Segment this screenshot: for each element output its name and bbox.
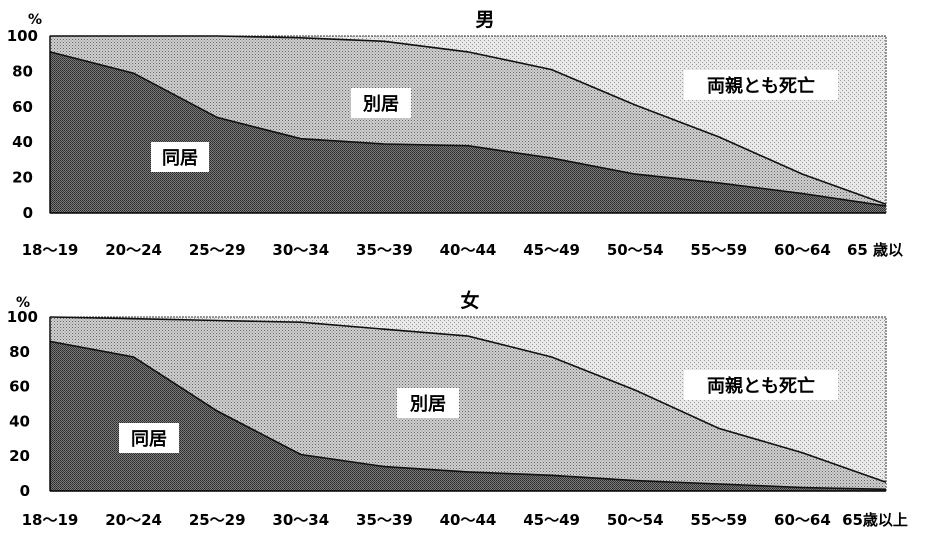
y-tick-label: 60 [9,378,30,396]
region-label-text: 両親とも死亡 [707,75,815,97]
area-cohabiting [50,341,886,491]
y-unit-label: % [28,12,42,28]
x-tick-label: 55〜59 [690,511,747,529]
x-tick-labels: 18〜19 20〜24 25〜29 30〜34 35〜39 40〜44 45〜4… [22,511,908,529]
x-tick-label: 20〜24 [105,511,162,529]
region-label-separate: 別居 [351,88,411,118]
region-label-text: 同居 [162,148,198,169]
x-tick-label: 35〜39 [356,511,413,529]
x-tick-label: 35〜39 [356,241,413,259]
area-cohabiting [50,51,886,214]
region-label-text: 別居 [363,94,399,115]
region-label-text: 別居 [410,394,446,415]
label-box [119,423,179,453]
y-unit-label: % [16,295,30,311]
line-separate [50,35,887,205]
x-tick-label: 40〜44 [440,511,497,529]
y-tick-label: 0 [20,482,30,500]
region-label-cohabiting: 同居 [119,423,179,453]
region-label-text: 両親とも死亡 [707,375,815,397]
x-tick-label: 18〜19 [22,511,79,529]
region-label-text: 同居 [131,429,167,450]
line-cohabiting [49,340,887,491]
x-tick-label: 50〜54 [607,511,664,529]
y-tick-label: 100 [7,308,38,326]
region-label-both-deceased: 両親とも死亡 [684,370,838,400]
x-tick-label: 55〜59 [690,241,747,259]
region-label-both-deceased: 両親とも死亡 [684,70,838,100]
y-tick-label: 80 [12,62,33,80]
x-tick-label: 45〜49 [523,511,580,529]
chart-title: 女 [460,289,479,312]
label-box [684,370,838,400]
y-tick-label: 20 [12,169,33,187]
y-tick-label: 40 [12,133,33,151]
y-tick-label: 40 [9,412,30,430]
x-tick-labels: 18〜19 20〜24 25〜29 30〜34 35〜39 40〜44 45〜4… [22,241,903,259]
y-tick-labels: 0 20 40 60 80 100 [7,308,38,500]
x-tick-label: 40〜44 [440,241,497,259]
chart-panel-male: % 男 0 20 40 60 80 100 18〜19 20〜24 25〜29 … [7,9,903,259]
y-tick-label: 0 [23,204,33,222]
x-tick-label: 30〜34 [272,241,329,259]
chart-title: 男 [475,9,494,31]
region-label-cohabiting: 同居 [151,142,209,172]
line-separate [49,316,887,484]
x-tick-label: 30〜34 [272,511,329,529]
x-tick-label: 45〜49 [523,241,580,259]
x-tick-label: 60〜64 [774,241,831,259]
label-box [151,142,209,172]
label-box [351,88,411,118]
y-tick-label: 100 [7,27,38,45]
line-cohabiting [49,51,887,207]
y-tick-label: 20 [9,447,30,465]
x-tick-label: 65歳以上 [842,511,908,529]
label-box [684,70,838,100]
x-tick-label: 25〜29 [189,241,246,259]
x-tick-label: 65 歳以 [847,241,903,259]
y-tick-label: 60 [12,98,33,116]
label-box [397,388,459,418]
region-label-separate: 別居 [397,388,459,418]
x-tick-label: 25〜29 [189,511,246,529]
x-tick-label: 18〜19 [22,241,79,259]
chart-panel-female: % 女 0 20 40 60 80 100 18〜19 20〜24 25〜29 … [7,289,908,529]
x-tick-label: 50〜54 [607,241,664,259]
x-tick-label: 20〜24 [105,241,162,259]
y-tick-label: 80 [9,343,30,361]
x-tick-label: 60〜64 [774,511,831,529]
y-tick-labels: 0 20 40 60 80 100 [7,27,38,222]
